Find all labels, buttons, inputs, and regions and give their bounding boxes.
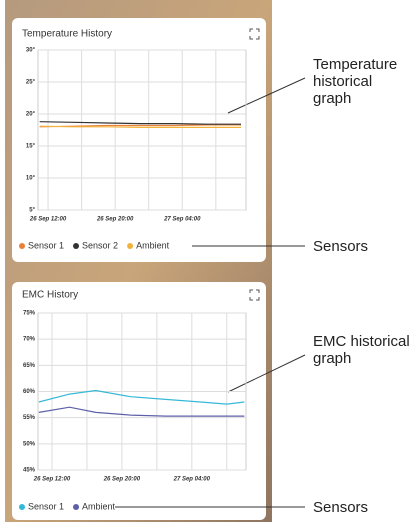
legend-marker [73, 243, 80, 249]
series-line [39, 121, 241, 125]
y-tick-label: 25° [26, 80, 36, 86]
legend-marker [73, 504, 80, 510]
x-tick-label: 26 Sep 12:00 [29, 217, 67, 223]
y-tick-label: 20° [26, 112, 36, 118]
callout: EMC historical graph [313, 333, 410, 367]
y-tick-label: 60% [23, 389, 36, 395]
leader-lines [115, 77, 306, 508]
y-tick-label: 50% [23, 441, 36, 447]
callout: Sensors [313, 238, 369, 255]
expand-icon[interactable] [249, 289, 260, 301]
legend-marker [127, 243, 134, 249]
legend-label: Sensor 2 [82, 240, 118, 250]
chart-title: Temperature History [22, 29, 112, 40]
series-line [38, 406, 245, 417]
card [12, 18, 266, 262]
series-line [38, 389, 245, 405]
legend-label: Sensor 1 [28, 240, 64, 250]
y-tick-label: 45% [23, 468, 36, 474]
legend-label: Ambient [136, 240, 170, 250]
y-tick-label: 70% [23, 337, 36, 343]
callout: Temperature historical graph [313, 56, 398, 107]
legend-marker [19, 504, 25, 510]
callout: Sensors [313, 499, 369, 516]
y-tick-label: 65% [23, 363, 36, 369]
legend-marker [19, 243, 25, 249]
legend-label: Ambient [82, 501, 116, 511]
x-tick-label: 27 Sep 04:00 [173, 477, 211, 483]
y-tick-label: 55% [23, 415, 36, 421]
expand-icon[interactable] [249, 28, 260, 40]
y-tick-label: 15° [26, 144, 36, 150]
x-tick-label: 26 Sep 20:00 [103, 477, 141, 483]
x-tick-label: 27 Sep 04:00 [163, 217, 201, 223]
x-tick-label: 26 Sep 12:00 [33, 477, 71, 483]
y-tick-label: 10° [26, 176, 36, 182]
y-tick-label: 75% [23, 311, 36, 317]
x-tick-label: 26 Sep 20:00 [96, 217, 134, 223]
legend-label: Sensor 1 [28, 501, 64, 511]
y-tick-label: 30° [26, 48, 36, 54]
y-tick-label: 5° [29, 208, 35, 214]
series-line [39, 125, 241, 128]
chart-title: EMC History [22, 290, 78, 301]
card [12, 282, 266, 520]
